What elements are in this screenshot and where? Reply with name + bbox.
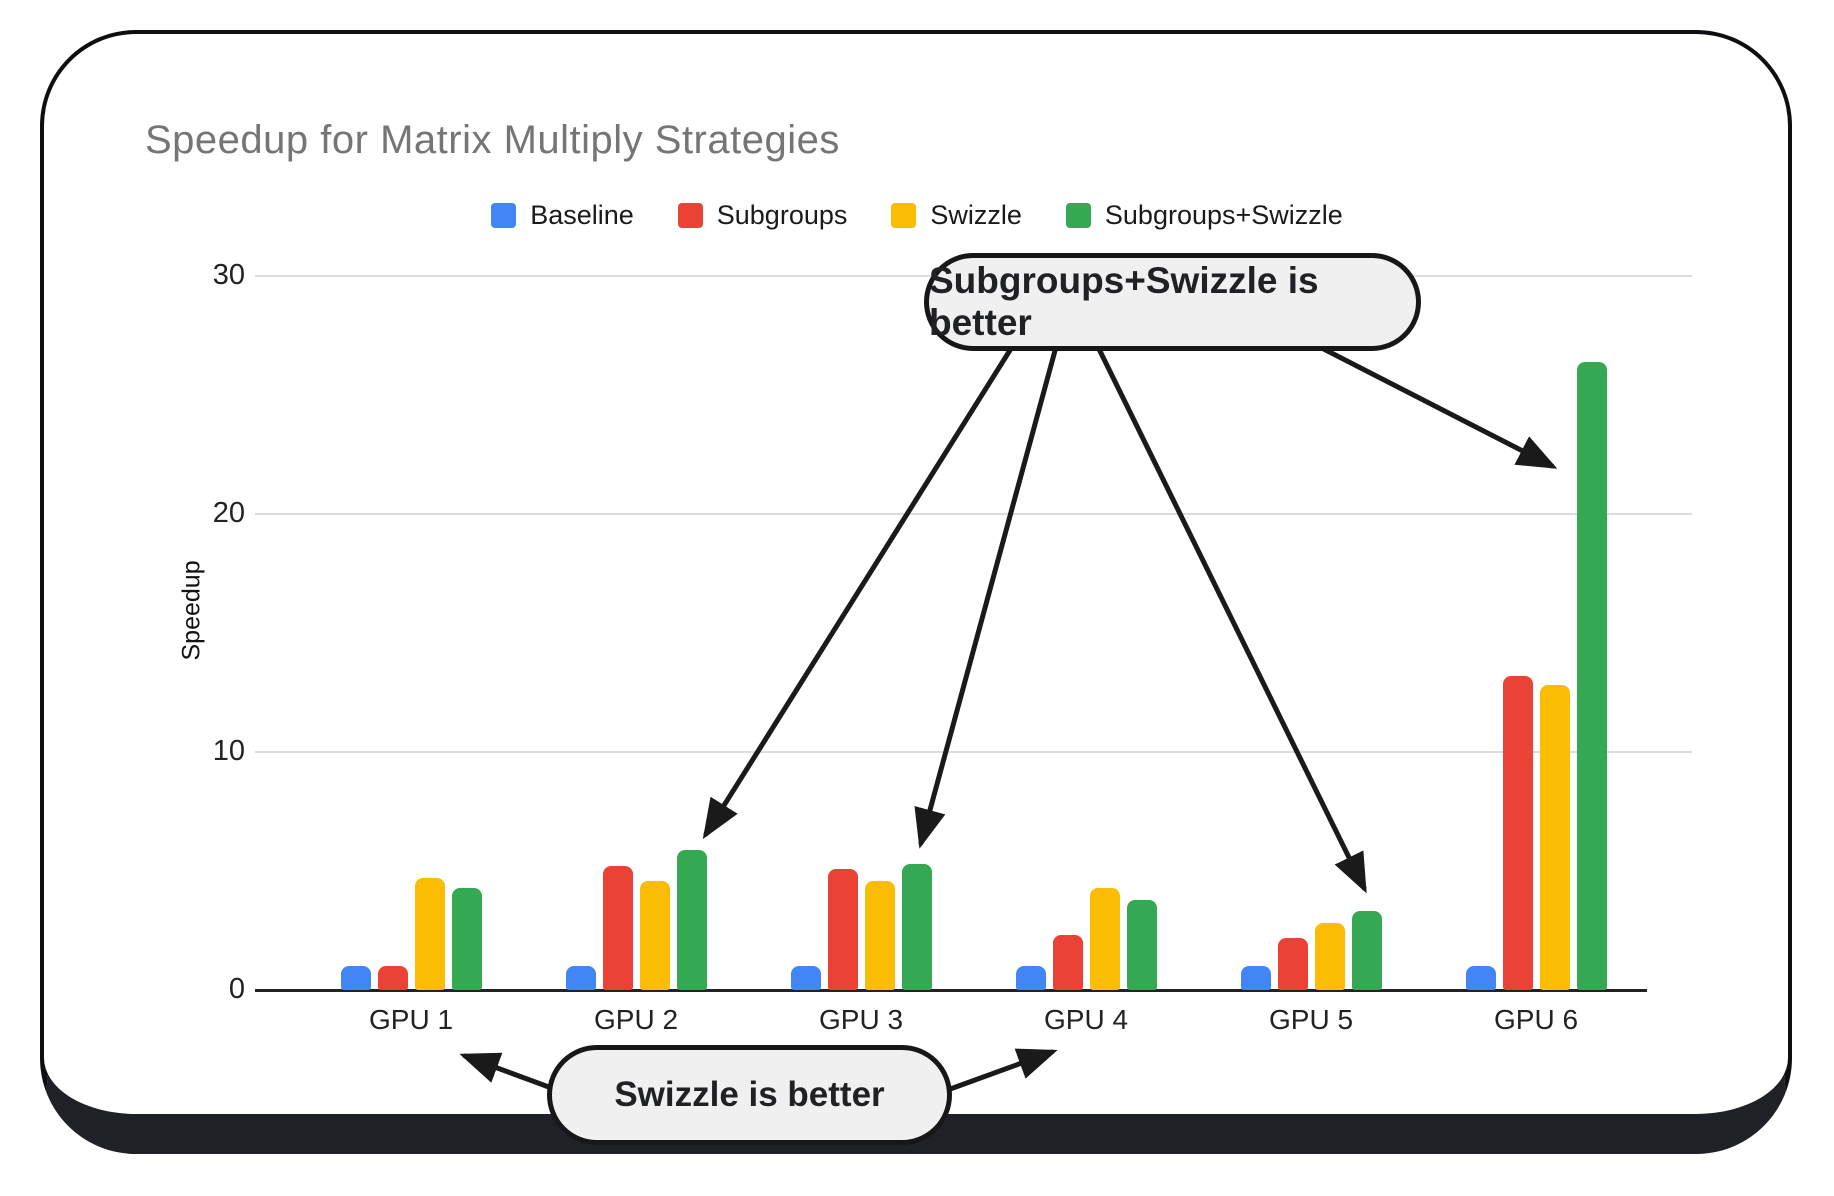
- bar-gpu2-swizzle: [639, 880, 670, 990]
- x-label-gpu1: GPU 1: [368, 1004, 454, 1035]
- legend-swatch-swizzle: [891, 203, 917, 228]
- bar-gpu4-subgroups: [1052, 935, 1083, 990]
- legend-swatch-subgroups: [677, 203, 703, 228]
- bar-gpu6-swizzle: [1539, 685, 1570, 990]
- legend-item-subgroups+swizzle: Subgroups+Swizzle: [1065, 200, 1343, 231]
- gridline-20: [255, 513, 1692, 515]
- bar-gpu2-baseline: [565, 966, 596, 990]
- x-label-gpu2: GPU 2: [593, 1004, 679, 1035]
- bar-gpu1-swizzle: [414, 878, 445, 990]
- y-tick-10: 10: [212, 735, 245, 767]
- x-label-gpu6: GPU 6: [1493, 1004, 1579, 1035]
- x-axis-line: [255, 989, 1647, 992]
- x-label-gpu5: GPU 5: [1268, 1004, 1354, 1035]
- bar-gpu2-subgroups+swizzle: [676, 849, 707, 990]
- bar-gpu5-subgroups+swizzle: [1351, 911, 1382, 990]
- y-tick-0: 0: [228, 973, 245, 1005]
- bar-gpu3-subgroups: [827, 868, 858, 990]
- bar-gpu6-baseline: [1465, 966, 1496, 990]
- callout-subgroups-swizzle-is-better: Subgroups+Swizzle is better: [924, 253, 1421, 351]
- x-label-gpu4: GPU 4: [1043, 1004, 1129, 1035]
- callout-swizzle-is-better: Swizzle is better: [547, 1045, 952, 1145]
- bar-gpu1-baseline: [340, 966, 371, 990]
- legend-item-baseline: Baseline: [491, 200, 634, 231]
- gridline-10: [255, 751, 1692, 753]
- chart-legend: Baseline Subgroups Swizzle Subgroups+Swizzl…: [0, 200, 1834, 231]
- legend-label: Baseline: [530, 200, 634, 230]
- legend-swatch-baseline: [491, 203, 517, 228]
- bar-gpu4-swizzle: [1089, 887, 1120, 990]
- bar-gpu1-subgroups+swizzle: [451, 887, 482, 990]
- bar-gpu6-subgroups: [1502, 675, 1533, 990]
- x-label-gpu3: GPU 3: [818, 1004, 904, 1035]
- chart-title: Speedup for Matrix Multiply Strategies: [145, 118, 840, 162]
- bar-gpu4-subgroups+swizzle: [1126, 899, 1157, 990]
- bar-gpu4-baseline: [1015, 966, 1046, 990]
- legend-swatch-subgroups+swizzle: [1065, 203, 1091, 228]
- bar-gpu5-subgroups: [1277, 937, 1308, 990]
- legend-item-subgroups: Subgroups: [677, 200, 848, 231]
- bar-gpu5-swizzle: [1314, 923, 1345, 990]
- y-tick-30: 30: [212, 259, 245, 291]
- bar-gpu5-baseline: [1240, 966, 1271, 990]
- y-tick-20: 20: [212, 497, 245, 529]
- bar-gpu2-subgroups: [602, 866, 633, 990]
- legend-label: Subgroups: [716, 200, 848, 230]
- legend-label: Subgroups+Swizzle: [1104, 200, 1343, 230]
- bar-gpu1-subgroups: [377, 966, 408, 990]
- legend-item-swizzle: Swizzle: [891, 200, 1022, 231]
- bar-gpu3-baseline: [790, 966, 821, 990]
- y-axis-title: Speedup: [177, 560, 206, 661]
- bar-gpu6-subgroups+swizzle: [1576, 361, 1607, 990]
- legend-label: Swizzle: [930, 200, 1022, 230]
- bar-gpu3-swizzle: [864, 880, 895, 990]
- bar-gpu3-subgroups+swizzle: [901, 863, 932, 990]
